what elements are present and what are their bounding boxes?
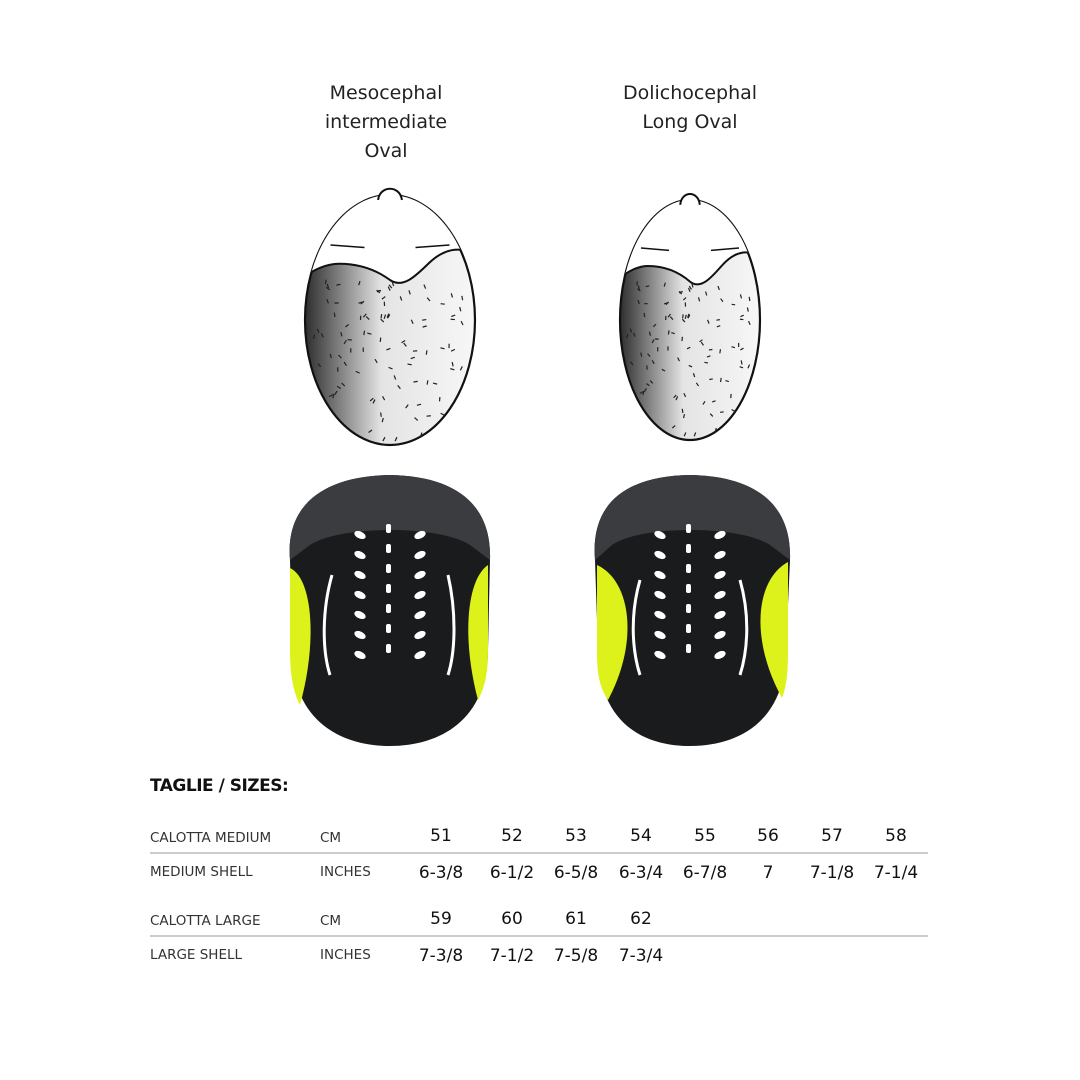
size-value: 62 xyxy=(630,909,652,929)
size-value: 6-3/4 xyxy=(619,863,663,883)
size-value: 6-3/8 xyxy=(419,863,463,883)
sizes-title: TAGLIE / SIZES: xyxy=(150,776,288,796)
row-label: MEDIUM SHELL xyxy=(150,864,253,880)
row-label: CALOTTA LARGE xyxy=(150,913,261,929)
head-right xyxy=(613,176,767,440)
column-label: intermediate xyxy=(325,111,447,133)
size-value: 6-1/2 xyxy=(490,863,534,883)
size-value: 56 xyxy=(757,826,779,846)
head-left xyxy=(297,170,484,445)
size-value: 61 xyxy=(565,909,587,929)
row-label: LARGE SHELL xyxy=(150,947,243,963)
liner-right xyxy=(594,475,791,746)
size-value: 7 xyxy=(763,863,774,883)
size-value: 54 xyxy=(630,826,652,846)
size-value: 60 xyxy=(501,909,523,929)
size-table: CALOTTA MEDIUM CM 51 52 53 54 55 56 57 58 MEDIUM S… xyxy=(150,826,928,966)
size-value: 58 xyxy=(885,826,907,846)
size-value: 7-5/8 xyxy=(554,946,598,966)
size-value: 7-3/4 xyxy=(619,946,663,966)
row-unit: INCHES xyxy=(320,864,371,880)
row-unit: INCHES xyxy=(320,947,371,963)
size-value: 59 xyxy=(430,909,452,929)
size-value: 7-1/8 xyxy=(810,863,854,883)
size-value: 52 xyxy=(501,826,523,846)
row-unit: CM xyxy=(320,830,341,846)
size-value: 7-1/2 xyxy=(490,946,534,966)
size-value: 51 xyxy=(430,826,452,846)
size-value: 55 xyxy=(694,826,716,846)
column-label: Long Oval xyxy=(642,111,737,133)
size-value: 53 xyxy=(565,826,587,846)
column-label: Oval xyxy=(364,140,407,162)
column-label: Dolichocephal xyxy=(623,82,757,104)
size-value: 6-7/8 xyxy=(683,863,727,883)
size-value: 6-5/8 xyxy=(554,863,598,883)
column-label: Mesocephal xyxy=(330,82,443,104)
row-unit: CM xyxy=(320,913,341,929)
size-value: 57 xyxy=(821,826,843,846)
size-value: 7-3/8 xyxy=(419,946,463,966)
liner-left xyxy=(289,475,491,746)
size-value: 7-1/4 xyxy=(874,863,918,883)
row-label: CALOTTA MEDIUM xyxy=(150,830,271,846)
